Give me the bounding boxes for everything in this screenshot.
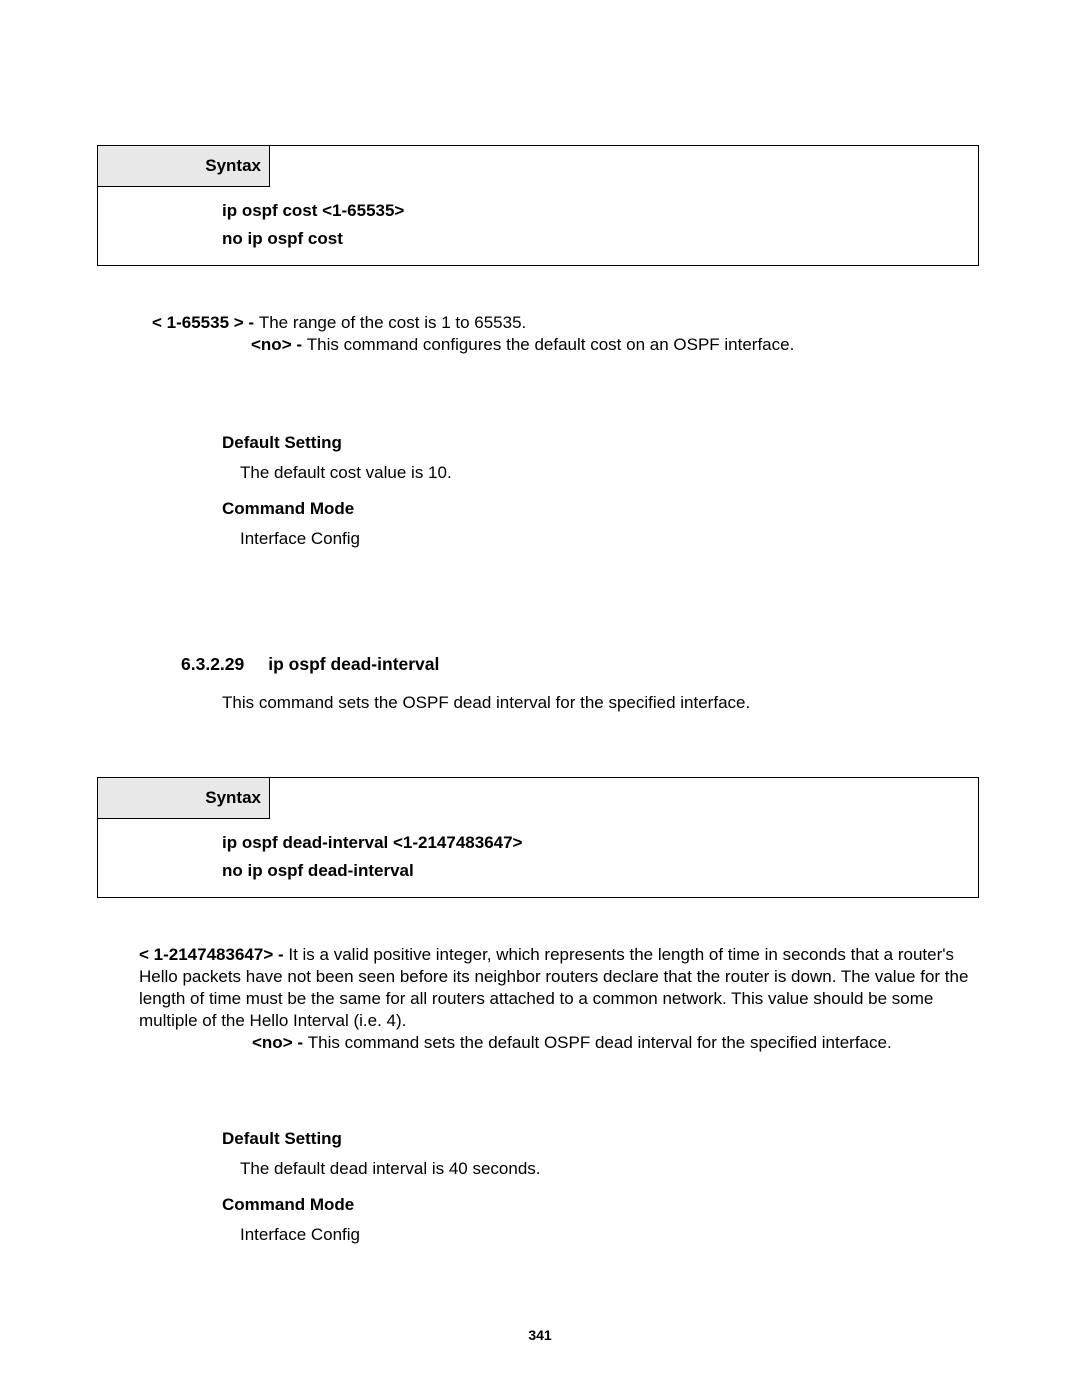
- param-no-text: This command configures the default cost…: [307, 335, 795, 354]
- syntax-header-label: Syntax: [98, 146, 270, 187]
- command-mode-label: Command Mode: [222, 498, 1080, 520]
- command-mode-value: Interface Config: [222, 1224, 1080, 1246]
- syntax-body: ip ospf dead-interval <1-2147483647> no …: [98, 819, 978, 897]
- syntax-line: no ip ospf dead-interval: [222, 857, 978, 885]
- settings-block: Default Setting The default cost value i…: [222, 432, 1080, 550]
- param-range-label: < 1-65535 > -: [152, 313, 259, 332]
- parameter-block: < 1-2147483647> - It is a valid positive…: [139, 944, 981, 1054]
- syntax-box-cost: Syntax ip ospf cost <1-65535> no ip ospf…: [97, 145, 979, 266]
- page-number: 341: [0, 1327, 1080, 1343]
- section-heading: 6.3.2.29 ip ospf dead-interval: [181, 654, 1080, 675]
- syntax-line: ip ospf dead-interval <1-2147483647>: [222, 829, 978, 857]
- section-description: This command sets the OSPF dead interval…: [222, 693, 1080, 713]
- settings-block: Default Setting The default dead interva…: [222, 1128, 1080, 1246]
- syntax-header-label: Syntax: [98, 778, 270, 819]
- syntax-box-dead-interval: Syntax ip ospf dead-interval <1-21474836…: [97, 777, 979, 898]
- default-setting-value: The default dead interval is 40 seconds.: [222, 1158, 1080, 1180]
- param-range-text: The range of the cost is 1 to 65535.: [259, 313, 526, 332]
- param-no-line: <no> - This command sets the default OSP…: [139, 1032, 981, 1054]
- document-page: Syntax ip ospf cost <1-65535> no ip ospf…: [0, 0, 1080, 1397]
- parameter-block: < 1-65535 > - The range of the cost is 1…: [152, 312, 972, 356]
- section-number: 6.3.2.29: [181, 654, 244, 675]
- param-no-label: <no> -: [251, 335, 307, 354]
- syntax-body: ip ospf cost <1-65535> no ip ospf cost: [98, 187, 978, 265]
- syntax-line: no ip ospf cost: [222, 225, 978, 253]
- param-no-label: <no> -: [252, 1033, 308, 1052]
- command-mode-label: Command Mode: [222, 1194, 1080, 1216]
- param-range-label: < 1-2147483647> -: [139, 945, 288, 964]
- syntax-line: ip ospf cost <1-65535>: [222, 197, 978, 225]
- default-setting-value: The default cost value is 10.: [222, 462, 1080, 484]
- param-no-line: <no> - This command configures the defau…: [152, 334, 972, 356]
- param-no-text: This command sets the default OSPF dead …: [308, 1033, 892, 1052]
- command-mode-value: Interface Config: [222, 528, 1080, 550]
- section-title: ip ospf dead-interval: [268, 654, 439, 674]
- default-setting-label: Default Setting: [222, 432, 1080, 454]
- default-setting-label: Default Setting: [222, 1128, 1080, 1150]
